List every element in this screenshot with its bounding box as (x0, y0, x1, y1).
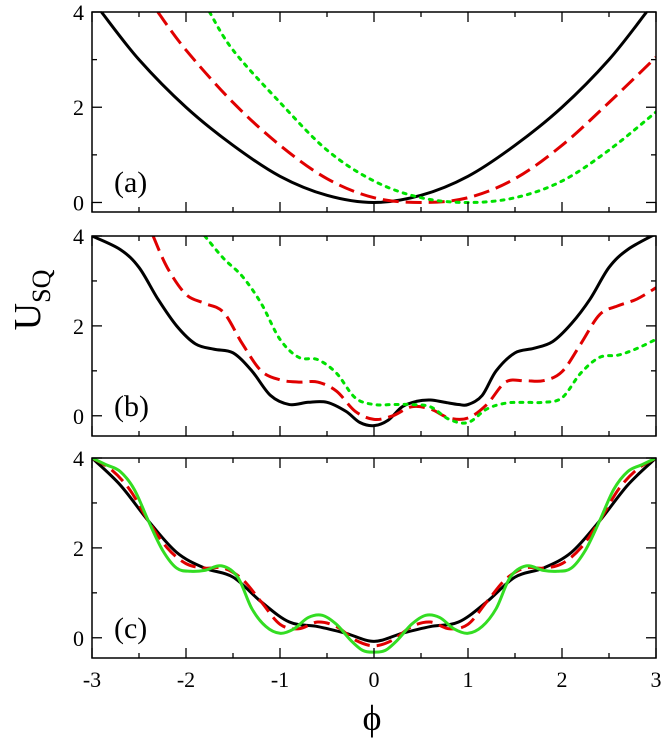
y-tick-label: 4 (73, 446, 84, 471)
panel-b: 0 2 4 (b) (73, 224, 657, 437)
x-axis-title: ϕ (363, 698, 382, 738)
y-axis-title: USQ (7, 269, 56, 330)
series-group (100, 12, 656, 204)
y-tick-label: 4 (73, 224, 84, 249)
panel-label: (c) (114, 612, 147, 645)
series-red-dashed (151, 236, 656, 422)
series-black-solid (100, 12, 648, 204)
series-green-dotted (203, 236, 656, 425)
series-group (92, 458, 656, 654)
y-tick-label: 2 (73, 95, 84, 120)
y-tick-label: 4 (73, 0, 84, 25)
series-group (92, 236, 656, 428)
plot-frame (91, 11, 657, 213)
panel-label: (b) (114, 390, 149, 423)
series-black-solid (92, 236, 655, 428)
x-tick-label: 2 (557, 667, 568, 692)
series-black-solid (92, 458, 656, 643)
series-green-dotted (208, 12, 656, 204)
x-tick-label: -2 (177, 667, 195, 692)
x-tick-label: 3 (651, 667, 662, 692)
x-tick-label: -3 (83, 667, 101, 692)
y-tick-label: 0 (73, 404, 84, 429)
y-tick-label: 0 (73, 190, 84, 215)
y-axis-title-subscript: SQ (27, 269, 56, 302)
y-axis-title-main: U (7, 303, 49, 330)
y-tick-label: 0 (73, 626, 84, 651)
y-tick-label: 2 (73, 314, 84, 339)
x-tick-label: 0 (369, 667, 380, 692)
y-tick-label: 2 (73, 536, 84, 561)
series-red-dashed (92, 458, 656, 648)
x-tick-label: -1 (271, 667, 289, 692)
panel-c: 0 2 4 (c) -3 -2 -1 0 1 2 3 (73, 446, 662, 692)
plot-frame (91, 235, 657, 437)
panel-a: 0 2 4 (a) (73, 0, 657, 215)
series-green-solid (92, 458, 656, 654)
x-tick-label: 1 (463, 667, 474, 692)
plot-frame (91, 457, 657, 659)
series-red-dashed (156, 12, 656, 204)
panel-label: (a) (114, 166, 147, 199)
